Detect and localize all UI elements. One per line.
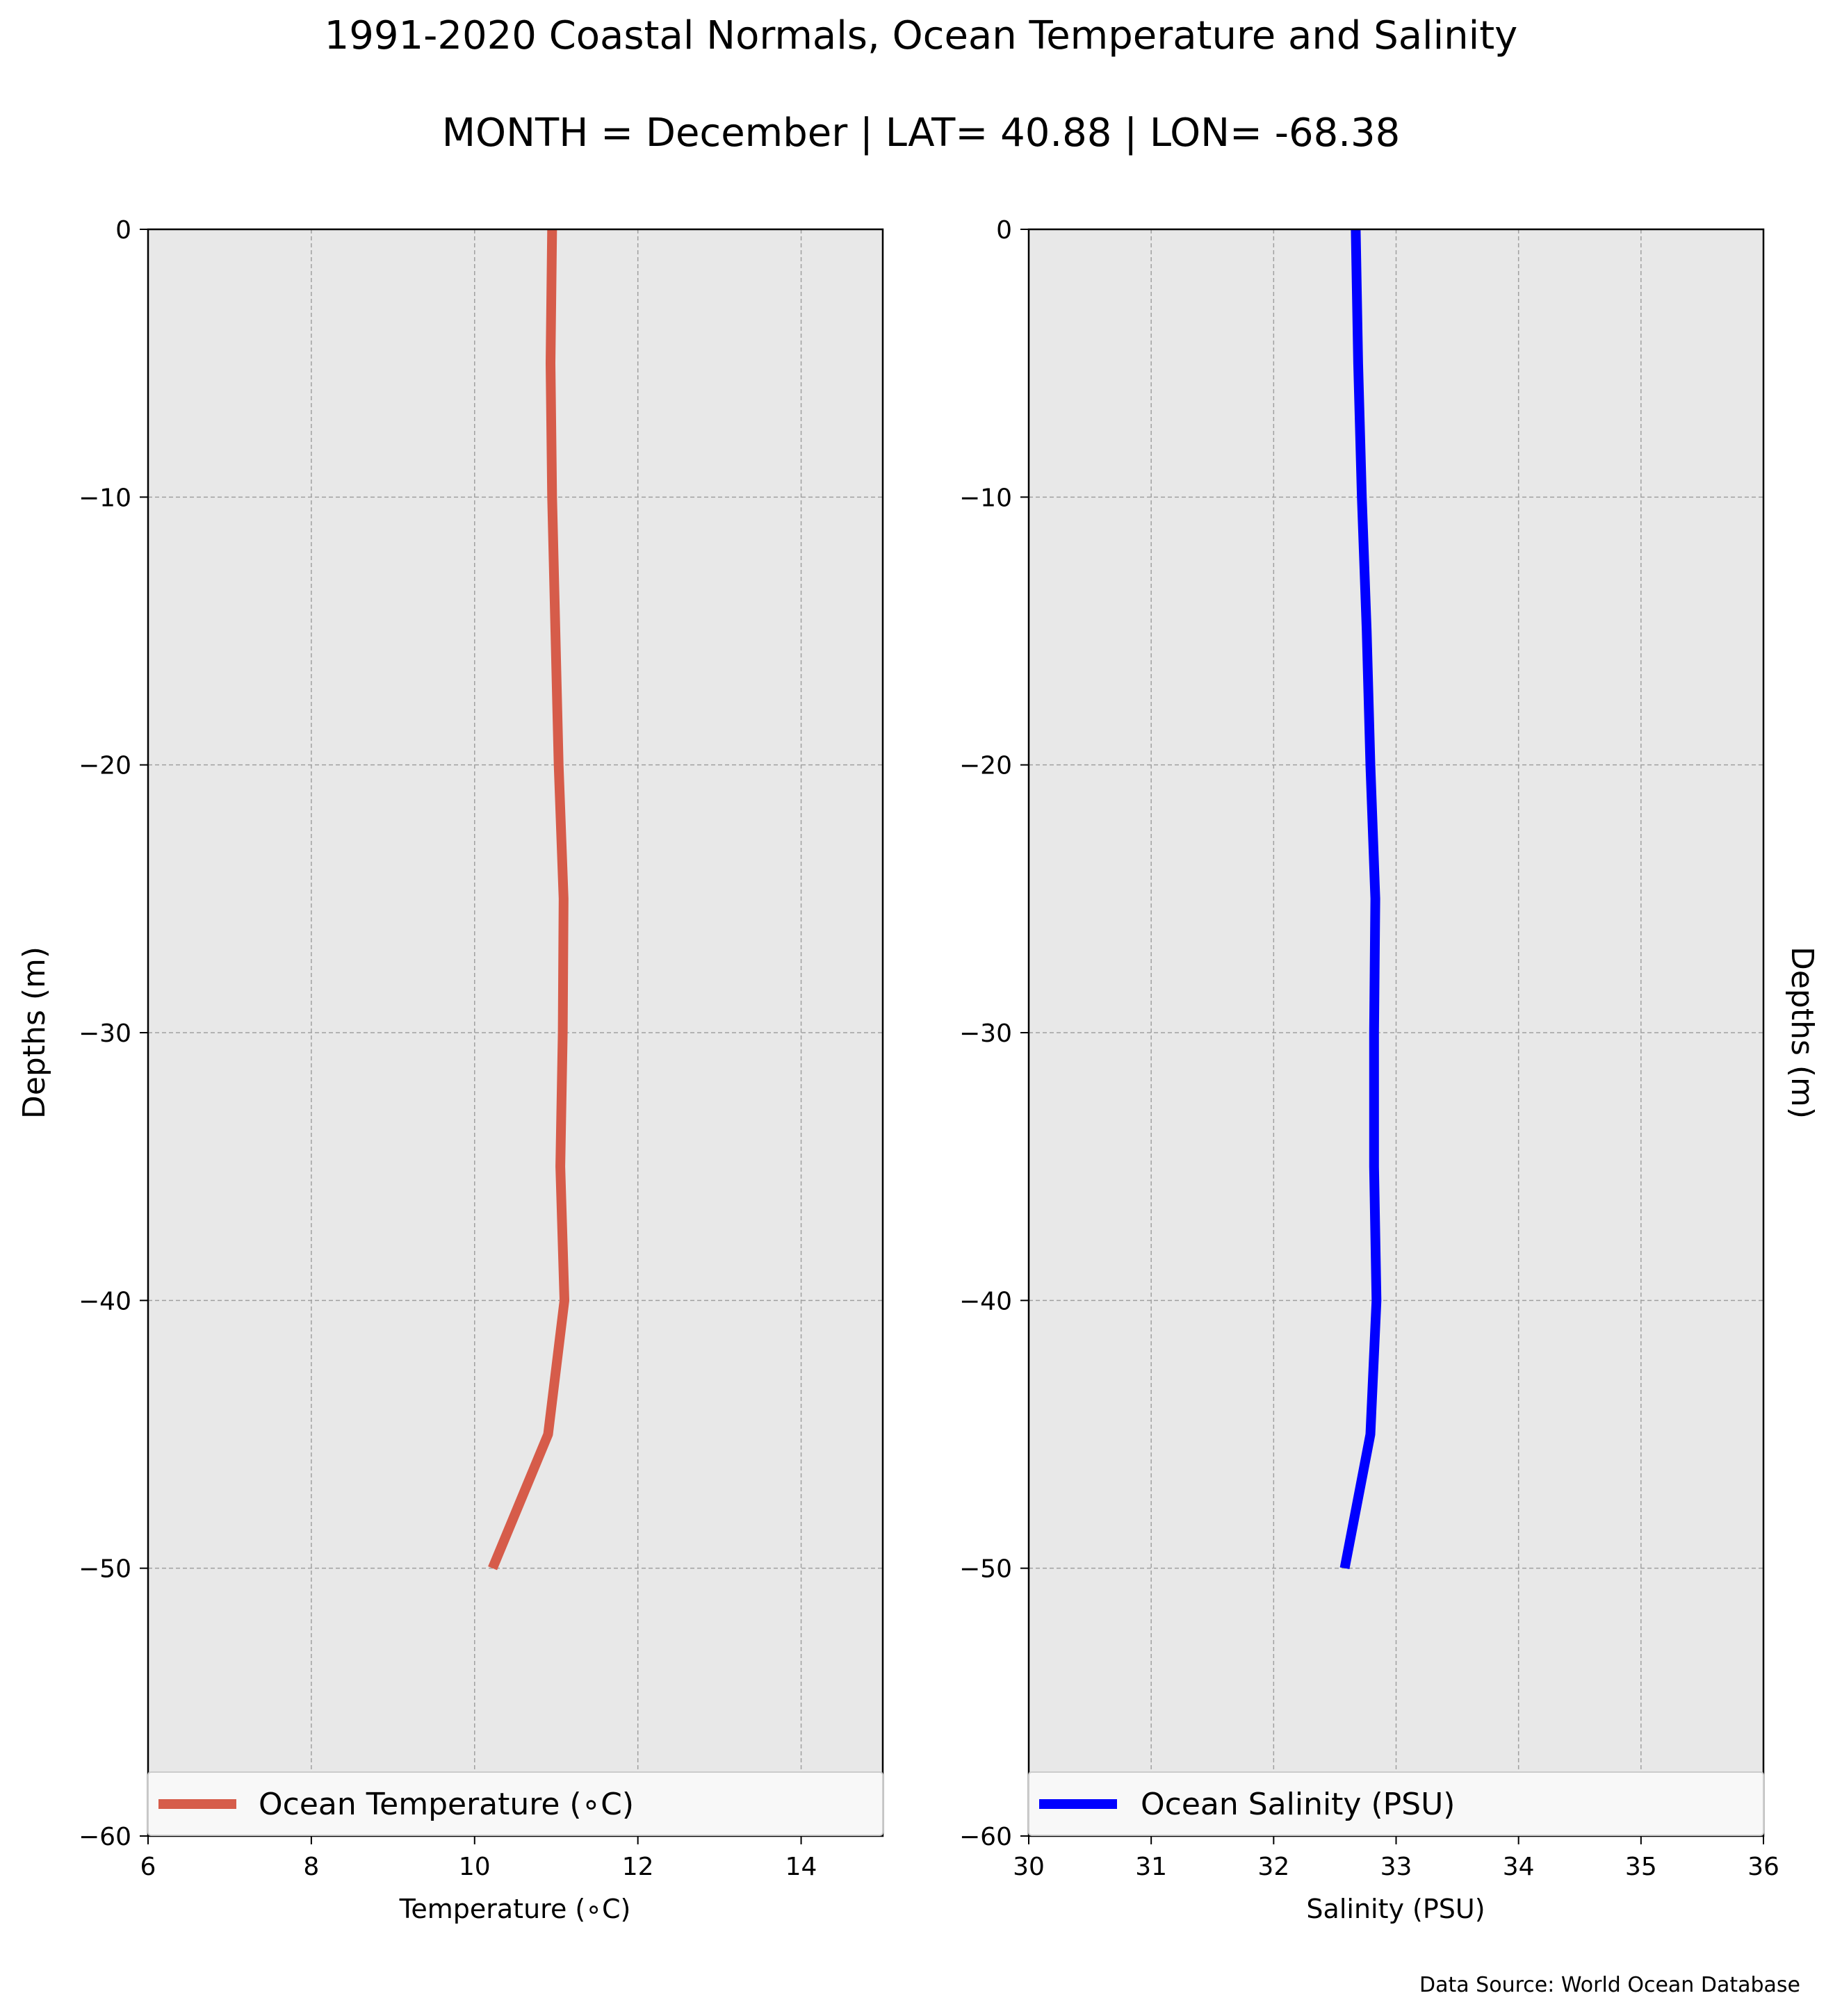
y-tick-label: −50: [79, 1555, 131, 1584]
x-tick-label: 31: [1135, 1853, 1167, 1881]
y-axis-label: Depths (m): [1784, 946, 1820, 1119]
y-tick-label: −10: [79, 484, 131, 512]
x-tick-label: 6: [140, 1853, 156, 1881]
salinity-panel: 30 31 32 33 34 35 36 0 −10 −20 −30 −40 −50 −60 Ocean …: [959, 216, 1820, 1924]
legend-label: Ocean Salinity (PSU): [1141, 1787, 1455, 1822]
x-tick-label: 33: [1380, 1853, 1412, 1881]
x-tick-label: 8: [303, 1853, 319, 1881]
x-tick-label: 32: [1257, 1853, 1289, 1881]
x-tick-label: 34: [1503, 1853, 1535, 1881]
y-tick-label: −30: [959, 1019, 1012, 1048]
legend: Ocean Salinity (PSU): [1028, 1771, 1764, 1836]
y-tick-label: −20: [79, 752, 131, 780]
y-tick-label: −30: [79, 1019, 131, 1048]
y-tick-label: −10: [959, 484, 1012, 512]
y-tick-label: 0: [996, 216, 1012, 245]
x-tick-label: 30: [1013, 1853, 1045, 1881]
ticks: 6 8 10 12 14 0 −10 −20 −30 −40 −50 −60: [79, 216, 817, 1881]
series: [488, 229, 569, 1571]
x-tick-label: 12: [622, 1853, 654, 1881]
temperature-panel: 6 8 10 12 14 0 −10 −20 −30 −40 −50 −60 Ocean Temper…: [17, 216, 884, 1924]
legend: Ocean Temperature (∘C): [147, 1771, 883, 1836]
plot-background: [148, 229, 883, 1836]
y-tick-label: −60: [79, 1823, 131, 1851]
figure-title: 1991-2020 Coastal Normals, Ocean Tempera…: [325, 13, 1518, 58]
ticks: 30 31 32 33 34 35 36 0 −10 −20 −30 −40 −50 −60: [959, 216, 1779, 1881]
x-tick-label: 35: [1625, 1853, 1657, 1881]
y-tick-label: 0: [115, 216, 131, 245]
x-tick-label: 36: [1747, 1853, 1779, 1881]
legend-box: [147, 1771, 883, 1836]
y-tick-label: −20: [959, 752, 1012, 780]
y-tick-label: −40: [959, 1287, 1012, 1316]
y-tick-label: −40: [79, 1287, 131, 1316]
x-axis-label: Salinity (PSU): [1306, 1894, 1485, 1924]
figure-subtitle: MONTH = December | LAT= 40.88 | LON= -68…: [442, 110, 1401, 156]
y-tick-label: −60: [959, 1823, 1012, 1851]
data-source-note: Data Source: World Ocean Database: [1419, 1973, 1800, 1997]
legend-label: Ocean Temperature (∘C): [259, 1787, 634, 1822]
y-axis-label: Depths (m): [17, 946, 52, 1119]
x-axis-label: Temperature (∘C): [399, 1894, 631, 1924]
x-tick-label: 14: [785, 1853, 817, 1881]
x-tick-label: 10: [459, 1853, 491, 1881]
grid: [1029, 229, 1763, 1836]
grid: [148, 229, 883, 1836]
y-tick-label: −50: [959, 1555, 1012, 1584]
legend-box: [1028, 1771, 1764, 1836]
